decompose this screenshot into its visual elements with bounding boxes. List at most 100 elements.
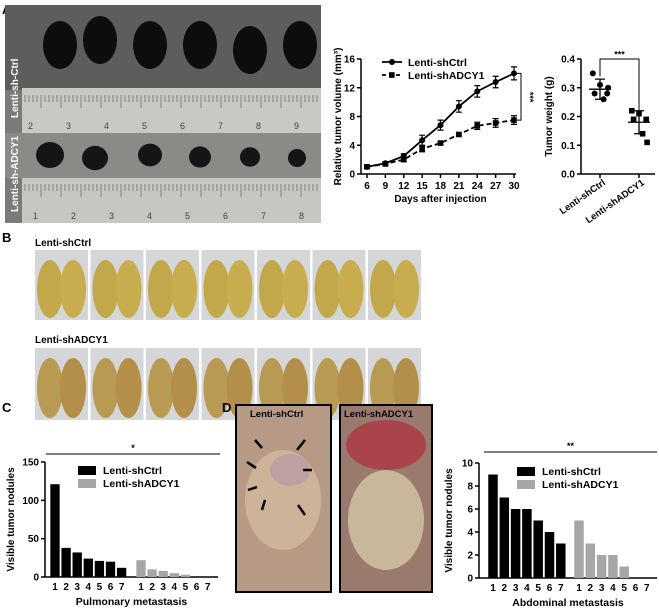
- x-tick-label: 6: [364, 181, 370, 192]
- y-axis-label: Visible tumor nodules: [6, 467, 17, 572]
- legend-swatch: [78, 466, 96, 475]
- photo-label-ctrl: Lenti-shCtrl: [250, 409, 303, 420]
- y-tick-label: 2: [467, 551, 473, 562]
- bar: [180, 574, 191, 577]
- x-tick-label: 21: [453, 181, 465, 192]
- lung-lobe: [92, 358, 119, 418]
- tumor: [43, 21, 77, 69]
- lung-row-label-ctrl: Lenti-shCtrl: [35, 238, 91, 249]
- lung-lobe: [37, 260, 63, 318]
- y-tick-label: 0: [467, 574, 473, 585]
- tumor: [83, 16, 117, 64]
- tumor-photo: 2 3 4 5 6 7 8 9 1 2 3 4 5 6 7 8: [5, 5, 321, 223]
- x-tick-label: 24: [472, 181, 484, 192]
- y-tick-label: 0.0: [561, 170, 575, 181]
- lung-lobe: [393, 358, 419, 418]
- tumor: [183, 21, 217, 69]
- x-tick-label: 3: [160, 582, 166, 593]
- ruler-number: 5: [142, 121, 147, 131]
- bar: [94, 560, 105, 577]
- lung-lobe: [60, 260, 86, 318]
- lung-lobe: [92, 260, 119, 318]
- bar: [544, 532, 555, 578]
- lung-lobe: [314, 260, 341, 318]
- lung-lobe: [115, 260, 142, 318]
- ruler-number: 3: [66, 121, 71, 131]
- x-tick-label: 5: [183, 582, 189, 593]
- bar: [136, 560, 146, 577]
- lung-lobe: [203, 260, 230, 318]
- data-point: [589, 70, 596, 77]
- x-tick-label: 27: [490, 181, 502, 192]
- y-tick-label: 50: [28, 534, 40, 545]
- y-tick-label: 0.1: [561, 141, 575, 152]
- tumor: [36, 142, 64, 168]
- lung-lobe: [37, 358, 63, 418]
- lung-row-label-adcy1: Lenti-shADCY1: [35, 335, 108, 346]
- bar: [488, 474, 498, 578]
- lung-lobe: [148, 260, 174, 318]
- ruler-number: 1: [33, 211, 38, 221]
- data-point: [419, 137, 426, 144]
- bar: [83, 558, 93, 577]
- ruler-number: 8: [256, 121, 261, 131]
- lung-lobe: [226, 260, 253, 318]
- lung-lobe: [370, 260, 396, 318]
- y-tick-label: 0.4: [561, 55, 575, 66]
- y-tick-label: 10: [462, 459, 474, 470]
- x-tick-label: 18: [435, 181, 447, 192]
- y-tick-label: 4: [349, 141, 355, 152]
- data-point: [456, 131, 462, 138]
- y-axis-label: Relative tumor volume (mm³): [333, 48, 344, 186]
- data-point: [492, 79, 499, 85]
- bar: [61, 547, 71, 577]
- panel-label-d: D: [222, 400, 231, 415]
- y-tick-label: 16: [344, 55, 356, 66]
- x-tick-label: 6: [108, 582, 114, 593]
- x-tick-label: 12: [398, 181, 410, 192]
- bar: [522, 509, 532, 578]
- significance-bracket: [517, 72, 522, 121]
- x-tick-label: 5: [535, 583, 541, 594]
- data-point: [419, 146, 425, 152]
- data-point: [382, 161, 389, 167]
- legend-swatch: [517, 467, 535, 476]
- lung-lobe: [171, 358, 197, 418]
- x-tick-label: 6: [633, 583, 639, 594]
- series-line: [366, 119, 515, 168]
- lung-lobe: [282, 358, 308, 418]
- ruler-number: 4: [147, 211, 152, 221]
- data-point: [511, 117, 517, 123]
- x-tick-label: 7: [644, 583, 650, 594]
- bar: [510, 509, 521, 578]
- data-point: [630, 116, 637, 123]
- y-tick-label: 6: [467, 505, 473, 516]
- y-tick-label: 0.2: [561, 112, 575, 123]
- legend-swatch: [78, 479, 96, 488]
- x-tick-label: 30: [508, 181, 520, 192]
- panel-label-b: B: [2, 230, 11, 245]
- bar: [147, 569, 157, 577]
- data-point: [437, 122, 444, 129]
- bar: [596, 555, 607, 578]
- y-tick-label: 4: [467, 528, 473, 539]
- tumor: [138, 143, 162, 167]
- x-axis-label: Pulmonary metastasis: [76, 596, 188, 608]
- ruler-number: 8: [299, 211, 304, 221]
- data-point: [629, 107, 635, 114]
- bar: [499, 497, 510, 578]
- bar: [158, 570, 168, 577]
- lung-lobe: [370, 358, 396, 418]
- y-tick-label: 0: [349, 170, 355, 181]
- y-tick-label: 0: [33, 573, 39, 584]
- ruler-number: 4: [104, 121, 109, 131]
- lung-lobe: [259, 260, 285, 318]
- data-point: [604, 90, 611, 97]
- data-point: [364, 164, 370, 170]
- y-tick-label: 100: [22, 496, 39, 507]
